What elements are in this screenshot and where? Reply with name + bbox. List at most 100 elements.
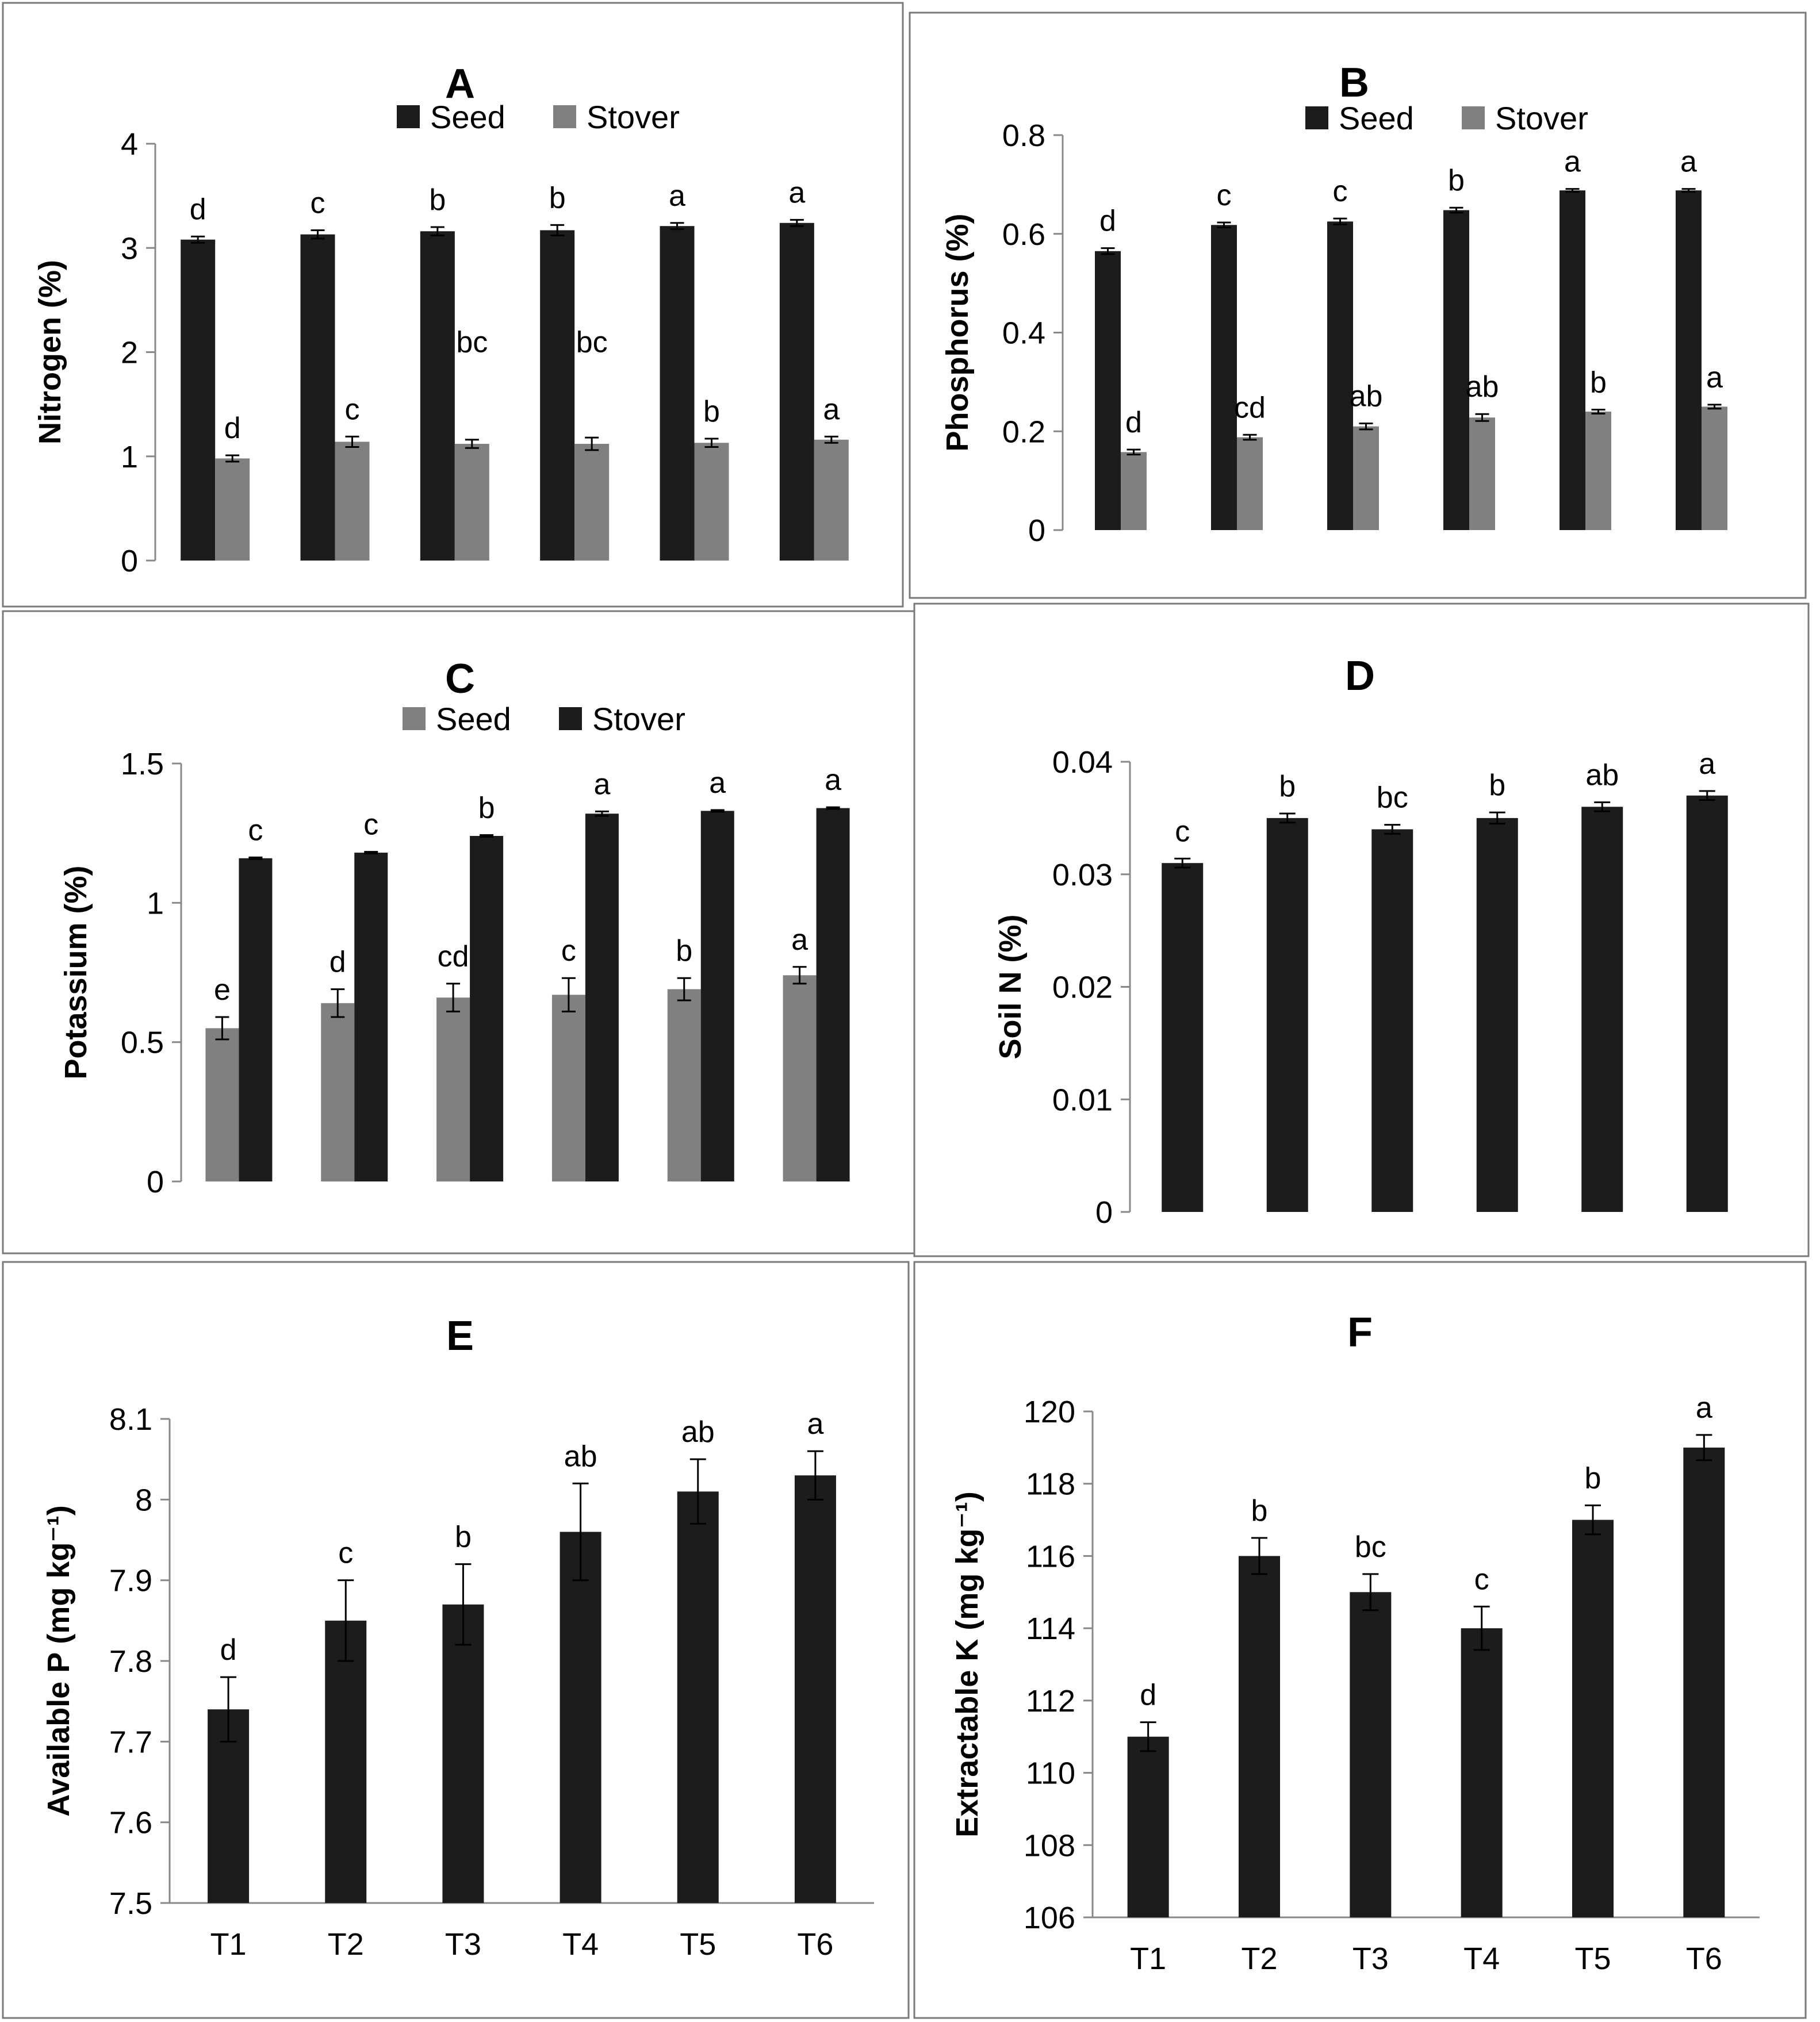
panel-f-xtick-label: T3 [1352,1942,1389,1976]
panel-c-ytick-label: 0.5 [121,1026,164,1060]
panel-e-ytick-label: 7.8 [109,1644,152,1679]
panel-b-bar-stover-t3 [1353,426,1379,530]
panel-f-bar-extractable-k-t1 [1127,1736,1169,1917]
panel-f-bar-extractable-k-t4 [1461,1628,1503,1917]
panel-a-letter: a [669,179,685,213]
panel-a-letter: bc [576,326,608,359]
panel-b-ytick-label: 0.8 [1002,118,1045,153]
panel-d-bar-soil-n-t5 [1581,807,1623,1212]
panel-a-bar-seed-t3 [420,231,455,561]
panel-f-xtick-label: T2 [1241,1942,1277,1976]
panel-f-letter: a [1696,1391,1712,1425]
panel-e-xtick-label: T6 [797,1927,833,1962]
panel-f-ytick-label: 112 [1026,1684,1075,1718]
panel-a-bar-seed-t4 [540,230,575,561]
panel-e-ytick-label: 7.6 [109,1806,152,1840]
panel-e-letter: ab [681,1415,715,1449]
panel-d-letter: bc [1377,781,1408,815]
panel-f-ytick-label: 116 [1026,1539,1075,1574]
panel-b-letter: a [1706,361,1723,394]
panel-c-bar-stover-t3 [470,836,504,1181]
panel-f-xtick-label: T6 [1686,1942,1722,1976]
panel-c-bar-stover-t6 [816,808,850,1181]
panel-c-title: C [445,656,475,702]
panel-a-letter: b [429,183,446,217]
panel-d-ytick-label: 0.03 [1052,858,1113,892]
panel-e-letter: d [220,1633,237,1667]
panel-b-ytick-label: 0.4 [1002,316,1045,351]
panel-a-letter: a [788,176,805,209]
panel-a-bar-stover-t2 [335,442,370,561]
panel-a-y-label: Nitrogen (%) [33,260,67,444]
panel-a-bar-stover-t3 [454,444,489,561]
panel-f-bar-extractable-k-t3 [1350,1592,1392,1917]
panel-b-legend-swatch-seed [1305,106,1328,129]
panel-f-title: F [1347,1310,1373,1356]
panel-b-bar-stover-t6 [1702,406,1727,530]
panel-b-ytick-label: 0.6 [1002,217,1045,252]
panel-c-bar-stover-t5 [700,811,734,1181]
panel-a: A 0 1 2 3 4 Nitrogen (%) d c b b a a d c bc bc b a Seed Stov… [2,2,904,608]
panel-d-letter: c [1175,815,1190,848]
panel-b-title: B [1339,60,1369,106]
panel-d-ytick-label: 0.04 [1052,745,1113,780]
panel-e-bar-available-p-t5 [677,1491,719,1903]
panel-d-ytick-label: 0.02 [1052,970,1113,1005]
panel-c-bar-seed-t1 [205,1028,239,1181]
panel-d-letter: b [1279,770,1296,803]
panel-c-letter: b [676,934,692,968]
panel-c: C 0 0.5 1 1.5 Potassium (%) e d cd c b a c c b a a a Seed S… [2,610,921,1254]
panel-b-letter: c [1333,175,1348,208]
panel-b-letter: c [1217,179,1232,212]
panel-e-bar-available-p-t4 [560,1532,601,1903]
panel-d-ytick-label: 0.01 [1052,1083,1113,1117]
panel-b-legend-swatch-stover [1462,106,1485,129]
panel-e-letter: b [455,1521,472,1554]
panel-b-letter: ab [1350,380,1383,413]
panel-e-ytick-label: 7.9 [109,1564,152,1598]
panel-d-bar-soil-n-t2 [1266,818,1308,1212]
panel-f-xtick-label: T4 [1463,1942,1500,1976]
panel-f-bar-extractable-k-t5 [1572,1520,1614,1917]
panel-c-letter: a [593,768,610,801]
panel-b-bar-seed-t6 [1676,190,1702,530]
panel-f-ytick-label: 108 [1024,1828,1075,1863]
panel-e: E 7.5 7.6 7.7 7.8 7.9 8 8.1 Available P (mg kg⁻¹… [2,1261,910,2019]
panel-a-letter: c [345,393,360,426]
panel-a-bar-seed-t1 [181,239,216,561]
panel-c-legend-swatch-seed [403,707,426,730]
panel-c-bar-seed-t6 [783,975,817,1181]
panel-f-letter: d [1140,1679,1156,1712]
panel-a-legend-label-stover: Stover [587,99,680,135]
panel-d-bar-soil-n-t3 [1371,829,1413,1212]
panel-a-ytick-label: 0 [121,544,138,578]
panel-b-letter: d [1099,205,1116,238]
panel-d-bar-soil-n-t6 [1686,795,1728,1212]
panel-d-ytick-label: 0 [1095,1195,1113,1230]
panel-f-bar-extractable-k-t6 [1683,1447,1725,1917]
panel-d-letter: a [1699,747,1715,781]
panel-b-ytick-label: 0 [1028,513,1045,548]
panel-c-legend-label-seed: Seed [436,701,511,737]
panel-f-letter: b [1585,1461,1601,1495]
panel-c-letter: d [329,946,346,979]
panel-b-bar-stover-t5 [1585,411,1611,530]
panel-f-ytick-label: 118 [1026,1467,1075,1502]
panel-c-letter: c [363,808,378,842]
panel-c-bar-seed-t3 [436,997,470,1181]
panel-f-ytick-label: 110 [1026,1756,1075,1791]
panel-e-ytick-label: 7.7 [109,1725,152,1759]
panel-a-bar-stover-t1 [215,458,250,561]
panel-b-letter: cd [1234,391,1266,424]
panel-e-title: E [446,1313,474,1359]
panel-b-ytick-label: 0.2 [1002,415,1045,449]
panel-a-bar-stover-t4 [574,444,610,561]
panel-f-xtick-label: T1 [1130,1942,1166,1976]
panel-b-y-label: Phosphorus (%) [940,214,975,452]
panel-a-ytick-label: 1 [121,440,138,474]
panel-c-y-label: Potassium (%) [59,865,93,1079]
panel-c-bar-stover-t1 [239,858,273,1181]
panel-d-letter: b [1489,769,1505,802]
